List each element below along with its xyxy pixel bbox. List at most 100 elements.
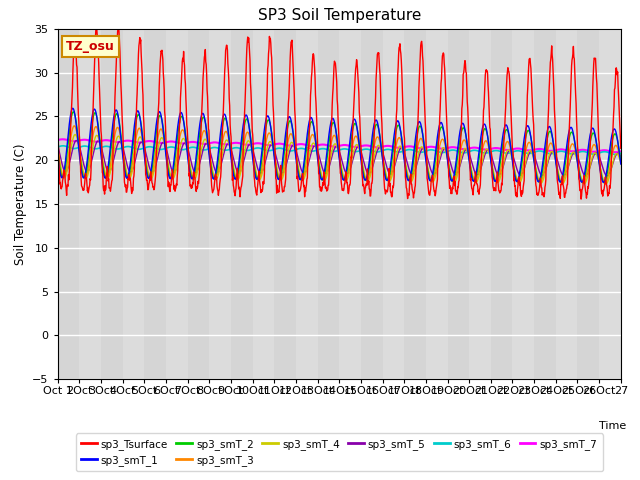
sp3_smT_5 <box>421 147 429 153</box>
sp3_smT_3 <box>365 172 373 178</box>
sp3_smT_3 <box>601 180 609 186</box>
Line: sp3_smT_1: sp3_smT_1 <box>58 108 621 182</box>
sp3_smT_2 <box>421 146 429 152</box>
sp3_smT_6 <box>365 147 373 153</box>
Line: sp3_smT_4: sp3_smT_4 <box>58 134 621 184</box>
sp3_Tsurface <box>580 172 588 178</box>
sp3_Tsurface <box>617 145 625 151</box>
Bar <box>317 29 339 379</box>
sp3_smT_4 <box>523 154 531 160</box>
sp3_smT_5 <box>604 173 611 179</box>
sp3_smT_3 <box>70 123 78 129</box>
sp3_smT_6 <box>59 143 67 149</box>
sp3_Tsurface <box>54 125 61 131</box>
Legend: sp3_Tsurface, sp3_smT_1, sp3_smT_2, sp3_smT_3, sp3_smT_4, sp3_smT_5, sp3_smT_6, : sp3_Tsurface, sp3_smT_1, sp3_smT_2, sp3_… <box>76 433 603 471</box>
sp3_smT_3 <box>421 148 429 154</box>
sp3_smT_5 <box>617 154 625 160</box>
sp3_smT_3 <box>617 159 625 165</box>
sp3_smT_2 <box>278 170 285 176</box>
sp3_smT_7 <box>278 141 285 147</box>
sp3_smT_2 <box>580 178 588 183</box>
sp3_smT_4 <box>54 145 61 151</box>
Bar <box>188 29 209 379</box>
Bar <box>101 29 123 379</box>
sp3_smT_2 <box>600 180 608 186</box>
sp3_smT_1 <box>421 149 429 155</box>
sp3_smT_4 <box>421 151 429 156</box>
sp3_smT_6 <box>612 152 620 157</box>
sp3_smT_4 <box>72 132 79 137</box>
sp3_smT_2 <box>54 146 61 152</box>
sp3_smT_5 <box>580 171 588 177</box>
sp3_smT_6 <box>54 144 61 150</box>
sp3_smT_7 <box>617 149 625 155</box>
sp3_Tsurface <box>577 196 585 202</box>
sp3_smT_7 <box>365 143 373 149</box>
sp3_smT_7 <box>538 146 546 152</box>
sp3_smT_7 <box>612 149 620 155</box>
sp3_smT_3 <box>523 144 531 149</box>
sp3_smT_3 <box>54 145 61 151</box>
sp3_smT_1 <box>617 161 625 167</box>
sp3_smT_6 <box>617 150 625 156</box>
sp3_smT_5 <box>73 138 81 144</box>
Line: sp3_smT_7: sp3_smT_7 <box>58 139 621 152</box>
sp3_smT_4 <box>365 176 373 182</box>
Bar <box>404 29 426 379</box>
sp3_smT_1 <box>278 165 285 171</box>
sp3_smT_4 <box>538 180 546 186</box>
sp3_smT_1 <box>54 151 61 156</box>
sp3_smT_4 <box>278 177 285 183</box>
sp3_smT_7 <box>523 147 531 153</box>
Bar <box>577 29 599 379</box>
sp3_smT_3 <box>538 177 546 183</box>
sp3_smT_1 <box>580 175 588 181</box>
sp3_smT_2 <box>538 172 546 178</box>
Title: SP3 Soil Temperature: SP3 Soil Temperature <box>257 9 421 24</box>
sp3_smT_7 <box>421 145 429 151</box>
Bar <box>534 29 556 379</box>
sp3_Tsurface <box>365 186 373 192</box>
sp3_smT_7 <box>54 137 61 143</box>
Line: sp3_smT_3: sp3_smT_3 <box>58 126 621 183</box>
Bar <box>361 29 383 379</box>
Bar <box>231 29 253 379</box>
sp3_smT_6 <box>421 149 429 155</box>
sp3_smT_6 <box>278 145 285 151</box>
sp3_Tsurface <box>278 181 285 187</box>
Bar <box>491 29 513 379</box>
sp3_smT_1 <box>365 159 373 165</box>
Bar <box>144 29 166 379</box>
Bar <box>274 29 296 379</box>
sp3_Tsurface <box>421 110 429 116</box>
sp3_smT_6 <box>580 149 588 155</box>
Y-axis label: Soil Temperature (C): Soil Temperature (C) <box>13 143 27 265</box>
sp3_smT_2 <box>365 165 373 171</box>
Bar <box>447 29 469 379</box>
sp3_smT_5 <box>365 171 373 177</box>
sp3_smT_4 <box>602 181 610 187</box>
sp3_Tsurface <box>523 114 531 120</box>
sp3_smT_2 <box>70 109 77 115</box>
sp3_smT_1 <box>523 123 531 129</box>
sp3_smT_4 <box>617 160 625 166</box>
Bar <box>58 29 79 379</box>
sp3_smT_3 <box>580 180 588 186</box>
sp3_smT_7 <box>580 147 588 153</box>
sp3_Tsurface <box>93 24 100 29</box>
sp3_smT_1 <box>538 167 546 173</box>
sp3_smT_6 <box>523 150 531 156</box>
Line: sp3_smT_2: sp3_smT_2 <box>58 112 621 183</box>
sp3_smT_1 <box>600 180 607 185</box>
sp3_smT_5 <box>54 142 61 148</box>
sp3_Tsurface <box>538 185 546 191</box>
sp3_smT_6 <box>538 148 546 154</box>
sp3_smT_7 <box>59 136 67 142</box>
sp3_smT_2 <box>617 158 625 164</box>
sp3_smT_4 <box>580 181 588 187</box>
sp3_smT_5 <box>538 172 546 178</box>
Text: Time: Time <box>599 421 627 431</box>
sp3_smT_2 <box>523 130 531 135</box>
Line: sp3_Tsurface: sp3_Tsurface <box>58 26 621 199</box>
sp3_smT_3 <box>278 175 285 180</box>
